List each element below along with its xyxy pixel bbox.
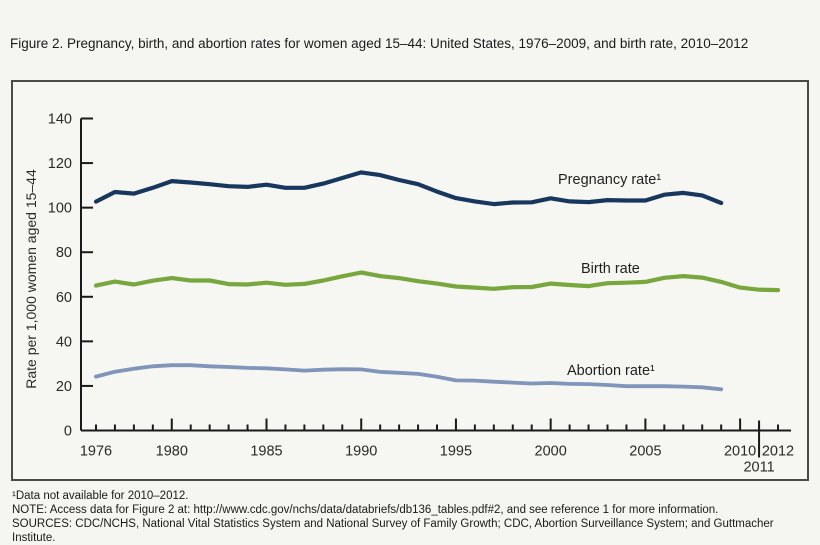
svg-text:2005: 2005 [629,444,661,460]
birth-rate-label: Birth rate [581,261,640,277]
footnote-sources: SOURCES: CDC/NCHS, National Vital Statis… [12,518,774,544]
svg-text:2010: 2010 [724,444,756,460]
svg-text:1976: 1976 [80,444,112,460]
footnote-data-availability: ¹Data not available for 2010–2012. [12,490,189,502]
footnote-note: NOTE: Access data for Figure 2 at: http:… [12,504,719,516]
svg-text:2011: 2011 [743,460,774,476]
svg-text:0: 0 [64,424,72,440]
svg-text:1985: 1985 [250,444,282,460]
svg-text:1990: 1990 [345,444,377,460]
svg-text:80: 80 [56,245,72,261]
svg-text:100: 100 [48,201,72,217]
y-axis-title: Rate per 1,000 women aged 15–44 [23,169,39,389]
svg-text:1995: 1995 [440,444,472,460]
svg-text:1980: 1980 [156,444,188,460]
svg-text:120: 120 [48,156,72,172]
page-title: Figure 2. Pregnancy, birth, and abortion… [10,36,749,51]
svg-text:60: 60 [56,290,72,306]
pregnancy-rate-label: Pregnancy rate¹ [558,172,662,188]
chart-canvas: 0 20 40 60 80 100 120 140 1976 1980 1985 1990 1995 20… [48,112,794,476]
chart-box: 0 20 40 60 80 100 120 140 1976 1980 1985 1990 1995 20… [11,80,809,481]
svg-text:20: 20 [56,379,72,395]
svg-text:2000: 2000 [535,444,567,460]
svg-text:140: 140 [48,112,72,128]
abortion-rate-label: Abortion rate¹ [567,363,655,379]
svg-text:2012: 2012 [762,444,794,460]
svg-text:40: 40 [56,334,72,350]
footnotes: ¹Data not available for 2010–2012. NOTE:… [12,489,812,545]
